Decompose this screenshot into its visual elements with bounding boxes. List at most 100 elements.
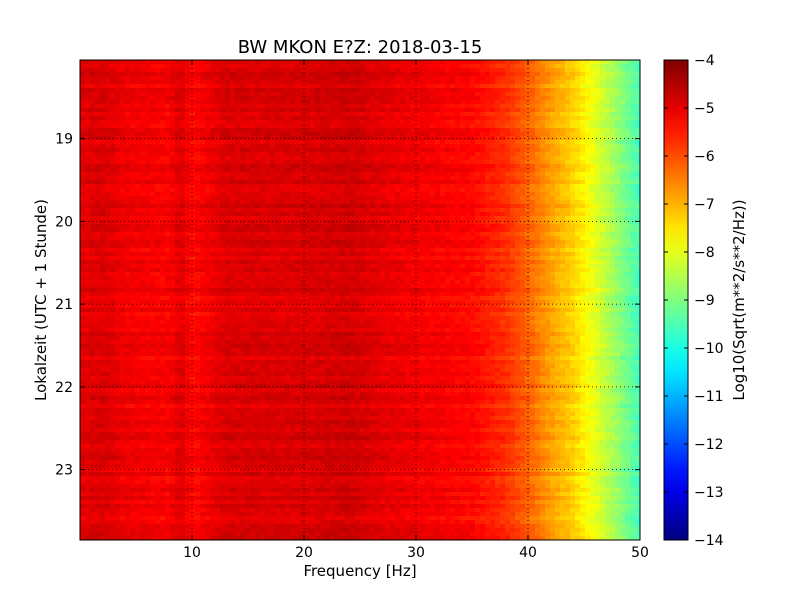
heatmap-cell [330,204,336,209]
heatmap-cell [275,72,281,77]
heatmap-cell [180,64,186,69]
heatmap-cell [460,200,466,205]
heatmap-cell [390,68,396,73]
heatmap-cell [485,192,491,197]
heatmap-cell [460,108,466,113]
heatmap-cell [95,192,101,197]
heatmap-cell [145,192,151,197]
heatmap-cell [460,164,466,169]
heatmap-cell [485,180,491,185]
heatmap-cell [240,196,246,201]
heatmap-cell [285,148,291,153]
heatmap-cell [260,172,266,177]
heatmap-cell [180,200,186,205]
heatmap-cell [575,176,581,181]
heatmap-cell [570,112,576,117]
heatmap-cell [310,124,316,129]
heatmap-cell [275,188,281,193]
heatmap-cell [370,140,376,145]
heatmap-cell [355,180,361,185]
heatmap-cell [475,68,481,73]
heatmap-cell [555,152,561,157]
heatmap-cell [340,140,346,145]
heatmap-cell [430,156,436,161]
heatmap-cell [335,148,341,153]
heatmap-cell [425,168,431,173]
heatmap-cell [495,160,501,165]
heatmap-cell [395,236,401,241]
heatmap-cell [515,164,521,169]
heatmap-cell [495,200,501,205]
heatmap-cell [385,88,391,93]
heatmap-cell [270,96,276,101]
heatmap-cell [350,172,356,177]
heatmap-cell [330,164,336,169]
heatmap-cell [345,224,351,229]
heatmap-cell [275,192,281,197]
heatmap-cell [295,72,301,77]
heatmap-cell [85,120,91,125]
heatmap-cell [450,144,456,149]
heatmap-cell [400,72,406,77]
heatmap-cell [150,236,156,241]
heatmap-cell [85,108,91,113]
heatmap-cell [215,108,221,113]
heatmap-cell [210,164,216,169]
heatmap-cell [185,200,191,205]
heatmap-cell [200,80,206,85]
heatmap-cell [565,76,571,81]
heatmap-cell [305,172,311,177]
heatmap-cell [605,232,611,237]
heatmap-cell [170,164,176,169]
heatmap-cell [210,172,216,177]
heatmap-cell [460,152,466,157]
heatmap-cell [410,164,416,169]
heatmap-cell [420,176,426,181]
heatmap-cell [350,160,356,165]
heatmap-cell [545,80,551,85]
heatmap-cell [485,216,491,221]
heatmap-cell [275,68,281,73]
heatmap-cell [540,84,546,89]
heatmap-cell [90,108,96,113]
heatmap-cell [465,164,471,169]
heatmap-cell [215,92,221,97]
heatmap-cell [225,172,231,177]
heatmap-cell [605,196,611,201]
heatmap-cell [485,132,491,137]
heatmap-cell [155,104,161,109]
heatmap-cell [365,88,371,93]
heatmap-cell [305,76,311,81]
heatmap-cell [195,72,201,77]
heatmap-cell [160,64,166,69]
heatmap-cell [185,140,191,145]
heatmap-cell [130,200,136,205]
heatmap-cell [390,204,396,209]
heatmap-cell [110,100,116,105]
heatmap-cell [615,216,621,221]
heatmap-cell [120,176,126,181]
heatmap-cell [480,100,486,105]
heatmap-cell [100,120,106,125]
heatmap-cell [195,204,201,209]
heatmap-cell [245,148,251,153]
heatmap-cell [210,124,216,129]
heatmap-cell [200,156,206,161]
heatmap-cell [345,104,351,109]
heatmap-cell [375,148,381,153]
heatmap-cell [160,144,166,149]
heatmap-cell [385,220,391,225]
heatmap-cell [285,120,291,125]
heatmap-cell [215,116,221,121]
heatmap-cell [400,120,406,125]
heatmap-cell [95,188,101,193]
heatmap-cell [265,200,271,205]
heatmap-cell [175,100,181,105]
heatmap-cell [360,84,366,89]
heatmap-cell [545,84,551,89]
heatmap-cell [325,208,331,213]
heatmap-cell [410,116,416,121]
heatmap-cell [380,132,386,137]
heatmap-cell [335,176,341,181]
heatmap-cell [520,200,526,205]
